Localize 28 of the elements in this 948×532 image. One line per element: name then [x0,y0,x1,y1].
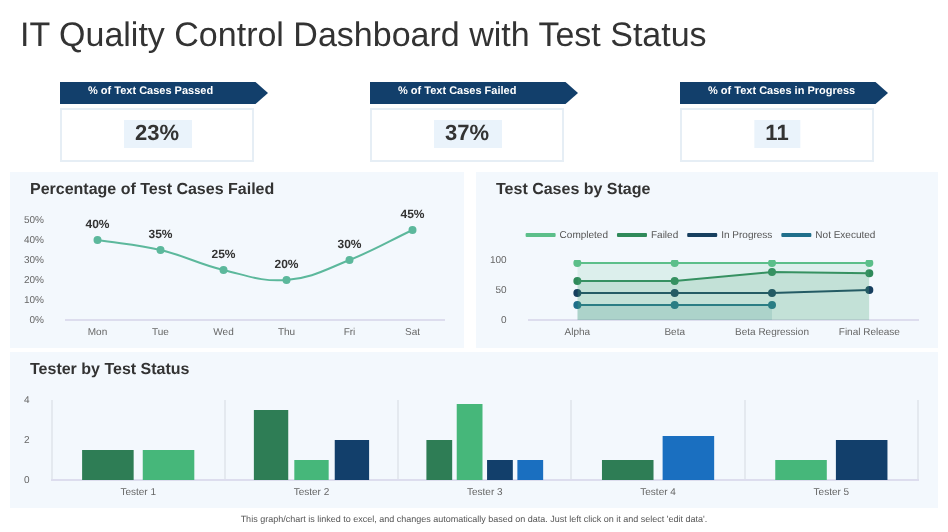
chart-title: Tester by Test Status [30,360,190,378]
point [768,260,777,267]
point [865,260,874,267]
point [573,260,582,267]
text: 11 [753,120,801,148]
point [768,268,777,276]
text: 37% [432,120,502,148]
point [156,246,165,254]
point [573,301,582,309]
point [408,226,417,234]
point [670,301,679,309]
point [768,289,777,297]
point [219,266,228,274]
point [768,301,777,309]
chart-title: Percentage of Test Cases Failed [30,180,275,198]
point [670,289,679,297]
point [345,256,354,264]
point [573,289,582,297]
point [865,286,874,294]
point [93,236,102,244]
point [282,276,291,284]
chart-title: Test Cases by Stage [496,180,651,198]
text: IT Quality Control Dashboard with Test Status [20,16,707,56]
point [670,277,679,285]
point [573,277,582,285]
point [670,260,679,267]
point [865,269,874,278]
text: 23% [122,120,192,148]
